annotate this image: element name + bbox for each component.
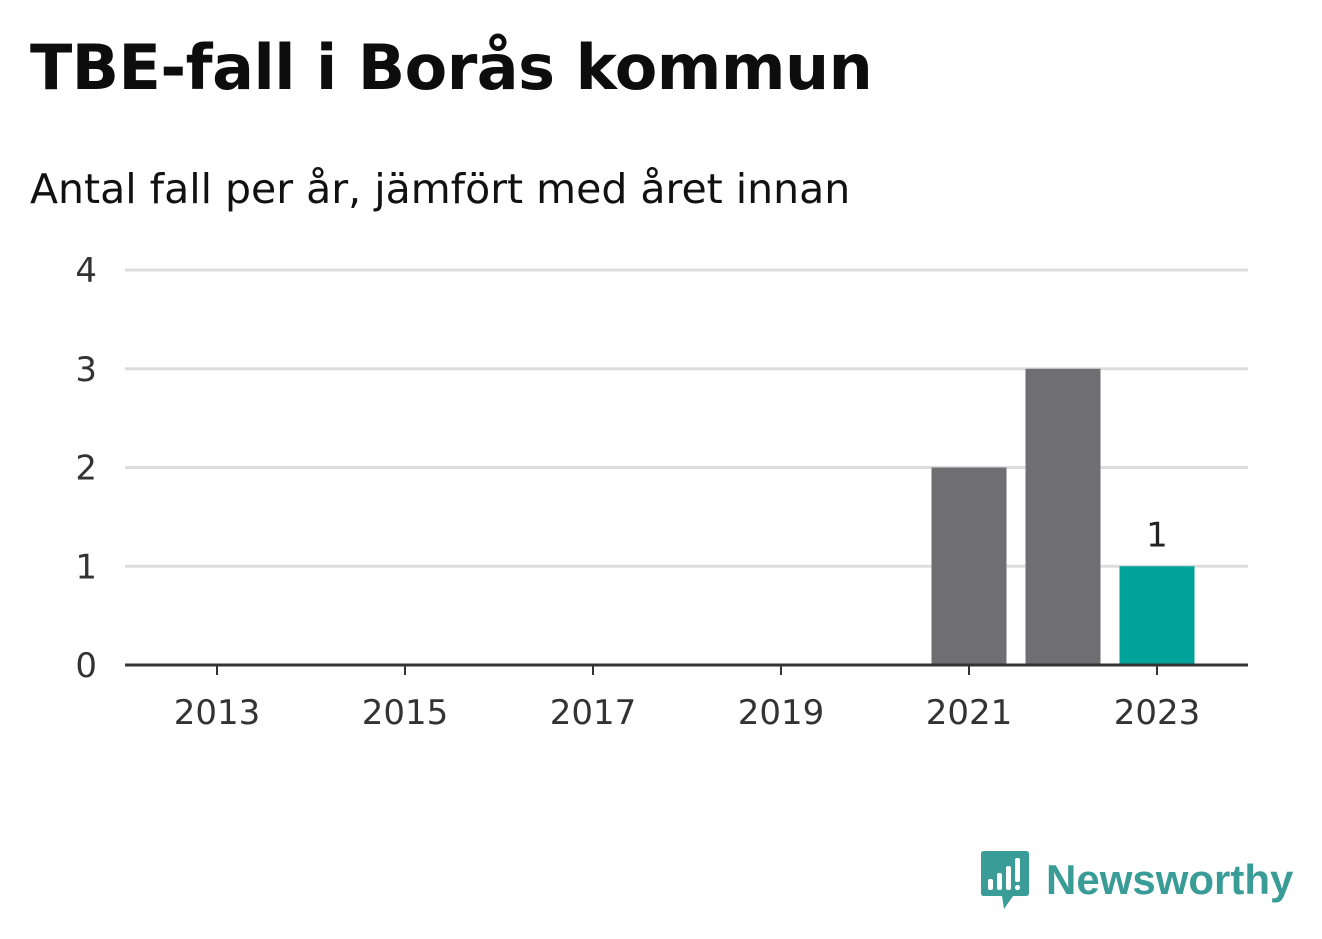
x-tick-label-2019: 2019 [738,693,825,733]
chart-title: TBE-fall i Borås kommun [30,31,873,104]
x-tick-label-2021: 2021 [926,693,1013,733]
x-axis-tick-labels: 2013 2015 2017 2019 2021 2023 [174,693,1201,733]
x-axis [125,663,1248,675]
brand-name: Newsworthy [1046,856,1294,903]
bars [931,368,1195,665]
y-tick-label-2: 2 [75,449,97,489]
data-labels: 1 [1146,515,1168,555]
y-axis-tick-labels: 0 1 2 3 4 [75,251,97,686]
bar-2021 [931,467,1007,665]
x-tick-label-2017: 2017 [550,693,637,733]
x-tick-label-2015: 2015 [362,693,449,733]
bar-2023 [1119,566,1195,665]
chart-subtitle: Antal fall per år, jämfört med året inna… [30,165,851,213]
newsworthy-logo: Newsworthy [980,848,1293,912]
x-tick-label-2013: 2013 [174,693,261,733]
y-tick-label-4: 4 [75,251,97,291]
bar-chart-speech-bubble-icon [981,851,1029,909]
y-tick-label-1: 1 [75,547,97,587]
bar-2022 [1025,368,1101,665]
data-label-2023: 1 [1146,515,1168,555]
y-tick-label-0: 0 [75,646,97,686]
x-tick-label-2023: 2023 [1114,693,1201,733]
y-tick-label-3: 3 [75,350,97,390]
